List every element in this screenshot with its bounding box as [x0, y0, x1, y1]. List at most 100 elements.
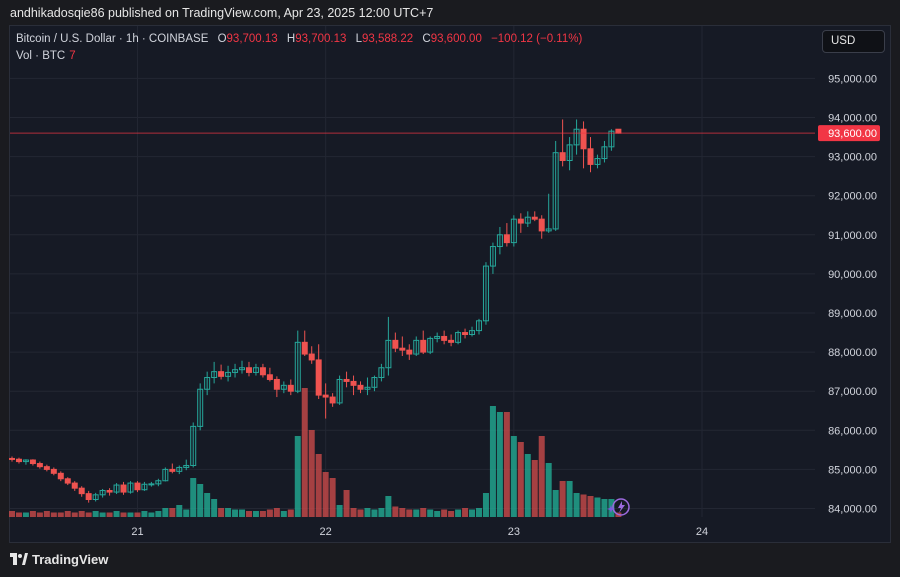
- candle-body: [183, 464, 190, 468]
- candle-body: [552, 152, 559, 230]
- candle-body: [427, 337, 434, 353]
- candle-body: [287, 384, 294, 392]
- candle-body: [36, 463, 43, 468]
- volume-bar: [371, 509, 378, 517]
- ohlc-legend: Bitcoin / U.S. Dollar · 1h · COINBASE O9…: [16, 33, 582, 45]
- x-tick-label: 22: [320, 526, 332, 538]
- volume-bar: [287, 509, 294, 517]
- currency-button[interactable]: USD: [822, 30, 885, 53]
- volume-bar: [406, 509, 413, 517]
- x-tick-label: 21: [131, 526, 143, 538]
- candle-body: [211, 371, 218, 379]
- candle-body: [580, 128, 587, 150]
- close-value: 93,600.00: [430, 33, 482, 45]
- change-value: −100.12 (−0.11%): [491, 33, 583, 45]
- high-value: 93,700.13: [295, 33, 347, 45]
- candle-body: [294, 341, 301, 392]
- volume-bar: [113, 511, 120, 517]
- volume-bar: [141, 511, 148, 517]
- volume-bar: [71, 512, 78, 517]
- last-price-line: 93,600.00: [10, 125, 880, 142]
- candle-body: [64, 478, 71, 484]
- candle-body: [280, 384, 287, 390]
- volume-bar: [573, 493, 580, 517]
- volume-bar: [190, 478, 197, 517]
- volume-value: 7: [69, 50, 76, 62]
- candle-body: [127, 482, 134, 493]
- candle-body: [71, 482, 78, 489]
- candle-body: [29, 459, 36, 465]
- candle-body: [245, 367, 252, 373]
- volume-bar: [301, 388, 308, 517]
- volume-label[interactable]: Vol · BTC: [16, 50, 66, 62]
- candle-body: [301, 341, 308, 355]
- price-axis: 95,000.00 94,000.00 93,000.00 92,000.00 91,0…: [828, 73, 877, 515]
- volume-bar: [15, 512, 22, 517]
- volume-bar: [127, 512, 134, 517]
- candle-body: [545, 228, 552, 232]
- volume-bar: [252, 511, 259, 517]
- volume-bar: [329, 478, 336, 517]
- candle-body: [510, 218, 517, 244]
- candle-body: [141, 483, 148, 491]
- candle-body: [169, 468, 176, 472]
- published-header: andhikadosqie86 published on TradingView…: [10, 6, 434, 20]
- candle-body: [15, 458, 22, 463]
- volume-bar: [580, 494, 587, 517]
- volume-bar: [197, 484, 204, 517]
- volume-bar: [29, 511, 36, 517]
- candle-body: [587, 148, 594, 165]
- candle-body: [378, 367, 385, 379]
- volume-bar: [57, 512, 64, 517]
- volume-bar: [294, 436, 301, 517]
- volume-bar: [308, 430, 315, 517]
- volume-bar: [538, 436, 545, 517]
- y-tick-label: 88,000.00: [828, 347, 877, 359]
- symbol-label[interactable]: Bitcoin / U.S. Dollar · 1h · COINBASE: [16, 33, 209, 45]
- y-tick-label: 94,000.00: [828, 113, 877, 125]
- volume-bar: [64, 511, 71, 517]
- candles: [9, 119, 622, 503]
- volume-bar: [211, 499, 218, 517]
- chart-pane[interactable]: [9, 25, 891, 543]
- high-label: H: [286, 33, 296, 45]
- volume-bar: [22, 512, 29, 517]
- candle-body: [399, 347, 406, 351]
- y-tick-label: 95,000.00: [828, 73, 877, 85]
- candle-body: [99, 490, 106, 496]
- y-tick-label: 91,000.00: [828, 230, 877, 242]
- candle-body: [204, 377, 211, 390]
- candle-body: [559, 152, 566, 162]
- y-tick-label: 84,000.00: [828, 504, 877, 516]
- volume-bar: [336, 505, 343, 517]
- volume-bar: [155, 511, 162, 517]
- volume-bar: [204, 493, 211, 517]
- volume-bar: [315, 454, 322, 517]
- candle-body: [329, 396, 336, 404]
- volume-bar: [273, 508, 280, 517]
- volume-bar: [183, 509, 190, 517]
- volume-bar: [378, 508, 385, 517]
- volume-bar: [385, 496, 392, 517]
- footer-brand: TradingView: [10, 552, 108, 568]
- replay-icon[interactable]: [607, 498, 630, 516]
- volume-bar: [266, 509, 273, 517]
- candle-body: [482, 265, 489, 322]
- candle-body: [350, 380, 357, 386]
- volume-bar: [552, 490, 559, 517]
- volume-bar: [322, 472, 329, 517]
- grid-lines: [10, 26, 815, 517]
- candle-body: [503, 234, 510, 244]
- volume-bar: [9, 511, 15, 517]
- candle-body: [85, 493, 92, 501]
- volume-bar: [50, 512, 57, 517]
- volume-bar: [601, 499, 608, 517]
- volume-bar: [120, 512, 127, 517]
- volume-bar: [232, 509, 239, 517]
- volume-bar: [489, 406, 496, 517]
- candle-body: [336, 378, 343, 404]
- candle-body: [413, 339, 420, 355]
- volume-bar: [587, 496, 594, 517]
- candle-body: [259, 367, 266, 376]
